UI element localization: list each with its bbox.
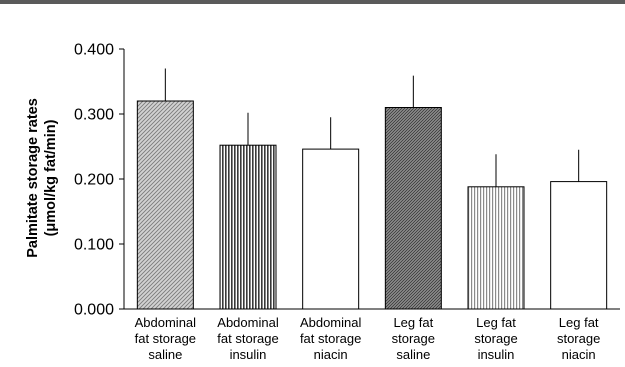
x-category-label: insulin bbox=[230, 347, 267, 362]
y-tick-label: 0.100 bbox=[74, 237, 114, 254]
y-tick-label: 0.000 bbox=[74, 302, 114, 319]
x-category-label: fat storage bbox=[135, 331, 196, 346]
x-category-label: storage bbox=[392, 331, 435, 346]
x-category-label: fat storage bbox=[300, 331, 361, 346]
y-tick-label: 0.400 bbox=[74, 42, 114, 59]
x-category-label: niacin bbox=[562, 347, 596, 362]
x-category-label: Abdominal bbox=[135, 315, 197, 330]
x-category-label: storage bbox=[557, 331, 600, 346]
bar bbox=[302, 148, 360, 310]
x-category-label: insulin bbox=[478, 347, 515, 362]
x-category-label: Abdominal bbox=[217, 315, 279, 330]
axes bbox=[119, 48, 620, 310]
y-axis-title-line-2: (μmol/kg fat/min) bbox=[43, 119, 59, 236]
x-category-label: niacin bbox=[314, 347, 348, 362]
bar bbox=[550, 181, 608, 310]
x-category-label: saline bbox=[148, 347, 182, 362]
y-tick-label: 0.200 bbox=[74, 172, 114, 189]
x-category-label: Leg fat bbox=[476, 315, 516, 330]
bar bbox=[384, 107, 442, 310]
y-tick-labels: 0.000 0.100 0.200 0.300 0.400 bbox=[74, 42, 114, 319]
x-category-label: Leg fat bbox=[393, 315, 433, 330]
bar bbox=[467, 186, 525, 310]
y-axis-title-line-1: Palmitate storage rates bbox=[25, 98, 41, 258]
x-category-label: fat storage bbox=[217, 331, 278, 346]
x-category-label: saline bbox=[396, 347, 430, 362]
bar bbox=[219, 144, 277, 310]
y-tick-label: 0.300 bbox=[74, 107, 114, 124]
top-rule bbox=[0, 0, 625, 4]
x-category-label: storage bbox=[474, 331, 517, 346]
bar bbox=[136, 100, 194, 310]
x-category-label: Leg fat bbox=[559, 315, 599, 330]
x-category-label: Abdominal bbox=[300, 315, 362, 330]
bars bbox=[136, 68, 608, 310]
y-axis-title: Palmitate storage rates (μmol/kg fat/min… bbox=[25, 98, 59, 258]
